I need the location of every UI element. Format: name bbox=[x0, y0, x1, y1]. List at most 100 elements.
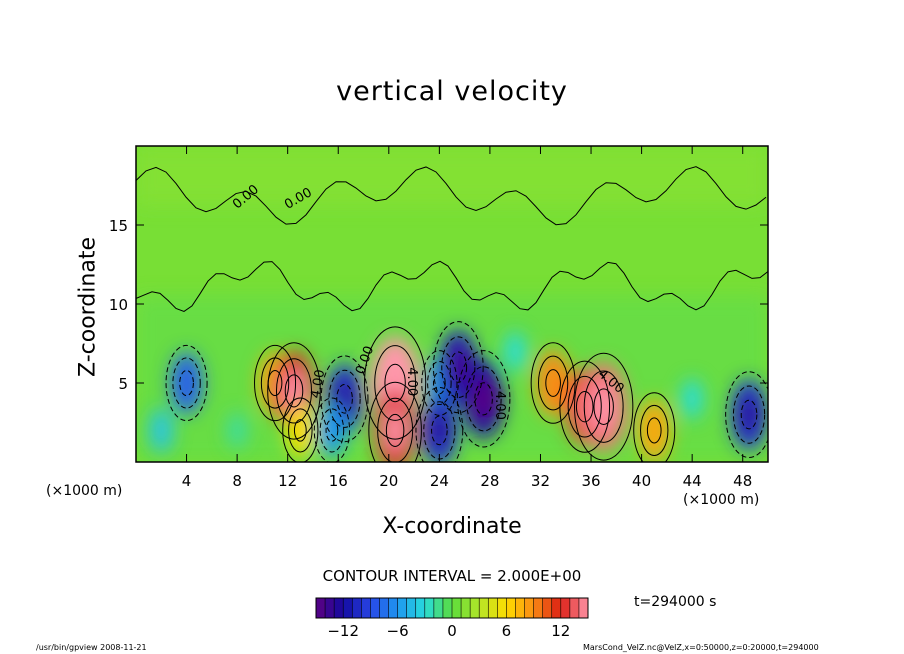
colorbar-swatch bbox=[415, 598, 426, 618]
x-tick-label: 12 bbox=[278, 472, 297, 490]
colorbar-swatch bbox=[578, 598, 589, 618]
velocity-cell bbox=[681, 378, 703, 419]
colorbar-swatch bbox=[334, 598, 344, 618]
x-tick-label: 8 bbox=[232, 472, 242, 490]
zero-contour bbox=[136, 260, 768, 312]
colorbar-swatch bbox=[479, 598, 489, 618]
colorbar-swatch bbox=[542, 598, 553, 618]
contour-line bbox=[431, 415, 448, 446]
contour-line bbox=[574, 352, 634, 461]
colorbar-swatch bbox=[524, 598, 535, 618]
contour-line bbox=[284, 374, 304, 408]
contour-line bbox=[725, 371, 768, 458]
x-axis-label-text: X-coordinate bbox=[382, 514, 522, 539]
contour-line bbox=[325, 419, 339, 442]
colorbar-tick-label: −12 bbox=[327, 622, 359, 640]
colorbar-swatch bbox=[361, 598, 371, 618]
colorbar-tick-label: 6 bbox=[502, 622, 512, 640]
contour-line bbox=[537, 355, 569, 411]
y-tick-label: 15 bbox=[109, 217, 128, 235]
contour-line bbox=[583, 370, 624, 443]
contour-line bbox=[432, 371, 446, 395]
contour-line bbox=[385, 413, 405, 447]
contour-line bbox=[328, 369, 361, 428]
colorbar-swatch bbox=[325, 598, 335, 618]
colorbar-swatch bbox=[452, 598, 462, 618]
contour-line bbox=[275, 358, 313, 424]
time-label: t=294000 s bbox=[634, 594, 717, 610]
velocity-cell bbox=[149, 408, 173, 453]
x-unit-note-right: (×1000 m) bbox=[683, 492, 760, 508]
colorbar-swatch bbox=[379, 598, 390, 618]
colorbar-tick-label: 0 bbox=[447, 622, 457, 640]
colorbar-swatch bbox=[470, 598, 480, 618]
contour-line bbox=[575, 391, 594, 423]
contour-interval-text: CONTOUR INTERVAL = 2.000E+00 bbox=[322, 567, 582, 585]
chart-title: vertical velocity bbox=[336, 76, 568, 107]
x-tick-label: 48 bbox=[733, 472, 752, 490]
velocity-cell bbox=[536, 350, 571, 416]
y-tick-label: 10 bbox=[109, 296, 128, 314]
colorbar-swatch bbox=[316, 598, 326, 618]
x-tick-label: 28 bbox=[480, 472, 499, 490]
contour-label: 4.00 bbox=[308, 368, 328, 399]
contour-line bbox=[427, 360, 452, 406]
contour-line bbox=[320, 355, 369, 443]
contour-line bbox=[313, 397, 351, 462]
contour-line bbox=[319, 408, 345, 453]
zero-contour bbox=[136, 166, 767, 226]
colorbar-swatch bbox=[397, 598, 408, 618]
colorbar-swatch bbox=[569, 598, 580, 618]
colorbar-swatch bbox=[533, 598, 544, 618]
contour-line bbox=[384, 363, 406, 403]
colorbar-swatch bbox=[515, 598, 526, 618]
velocity-cell bbox=[638, 399, 671, 462]
colorbar-swatch bbox=[488, 598, 498, 618]
contour-line bbox=[559, 360, 611, 453]
contour-line bbox=[374, 345, 417, 421]
contour-line bbox=[172, 357, 201, 409]
colorbar-tick-label: 12 bbox=[551, 622, 570, 640]
colorbar-swatch bbox=[388, 598, 399, 618]
colorbar-swatch bbox=[352, 598, 362, 618]
y-tick-label: 5 bbox=[118, 375, 128, 393]
x-tick-label: 32 bbox=[531, 472, 550, 490]
contour-line bbox=[415, 387, 464, 462]
footer-right: MarsCond_VelZ.nc@VelZ,x=0:50000,z=0:2000… bbox=[583, 643, 819, 652]
x-tick-label: 16 bbox=[329, 472, 348, 490]
x-tick-label: 4 bbox=[182, 472, 192, 490]
contour-line bbox=[293, 419, 307, 442]
contour-line bbox=[456, 350, 511, 448]
x-tick-label: 20 bbox=[379, 472, 398, 490]
velocity-cell bbox=[504, 331, 526, 372]
colorbar-tick-label: −6 bbox=[387, 622, 409, 640]
x-tick-label: 44 bbox=[683, 472, 702, 490]
x-unit-note-left: (×1000 m) bbox=[46, 483, 123, 499]
contour-line bbox=[465, 366, 502, 432]
colorbar-swatch bbox=[370, 598, 380, 618]
colorbar-swatch bbox=[560, 598, 571, 618]
velocity-cell bbox=[286, 403, 315, 457]
contour-line bbox=[282, 397, 319, 462]
contour-line bbox=[646, 417, 662, 444]
contour-line bbox=[449, 351, 468, 383]
contour-line bbox=[368, 381, 422, 462]
colorbar-swatch bbox=[497, 598, 507, 618]
velocity-cell bbox=[227, 412, 247, 449]
contour-line bbox=[364, 326, 427, 440]
contour-line bbox=[740, 399, 758, 430]
contour-line bbox=[530, 342, 576, 424]
contour-line bbox=[567, 375, 602, 438]
contour-line bbox=[640, 404, 669, 456]
colorbar-swatch bbox=[406, 598, 417, 618]
contour-line bbox=[421, 350, 458, 416]
x-tick-label: 40 bbox=[632, 472, 651, 490]
colorbar-swatch bbox=[442, 598, 453, 618]
colorbar-frame bbox=[315, 597, 589, 619]
contour-line bbox=[267, 342, 321, 440]
contour-line bbox=[441, 336, 476, 399]
x-axis-label: X-coordinate bbox=[0, 514, 904, 539]
x-tick-label: 36 bbox=[581, 472, 600, 490]
contour-line bbox=[165, 344, 208, 422]
